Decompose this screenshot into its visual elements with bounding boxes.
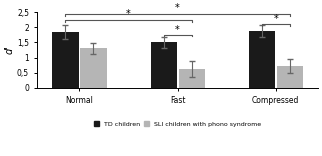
Bar [150, 42, 177, 88]
Bar [277, 66, 303, 88]
Legend: TD children, SLI children with phono syndrome: TD children, SLI children with phono syn… [94, 121, 261, 127]
Bar [179, 69, 205, 88]
Bar [52, 32, 79, 88]
Y-axis label: d': d' [4, 46, 14, 54]
Text: *: * [273, 14, 278, 24]
Bar [80, 49, 107, 88]
Bar [249, 31, 275, 88]
Text: *: * [175, 25, 180, 35]
Text: *: * [175, 3, 180, 13]
Text: *: * [126, 10, 131, 20]
